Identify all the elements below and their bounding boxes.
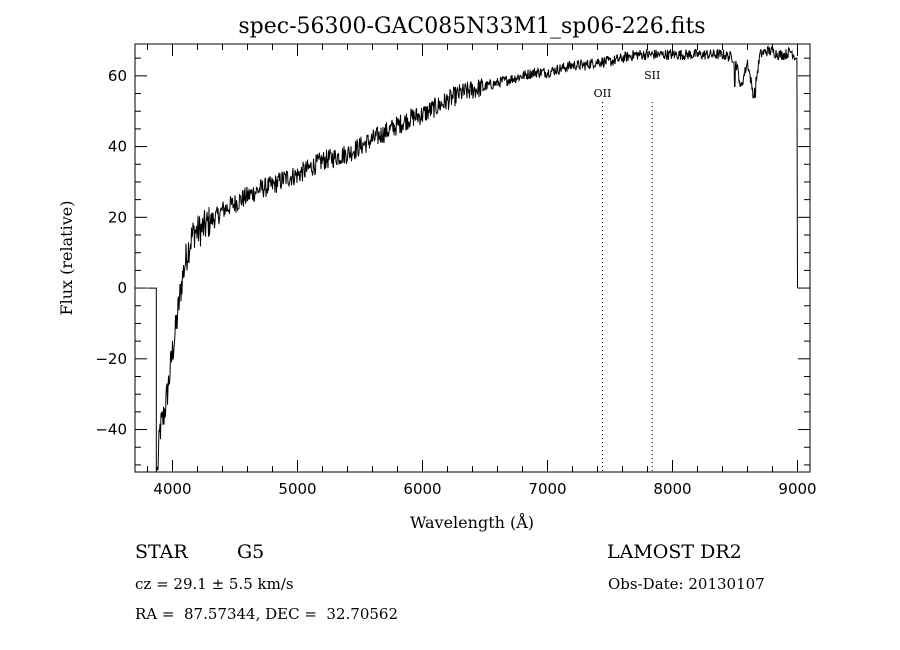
- redshift-velocity: cz = 29.1 ± 5.5 km/s: [135, 575, 294, 593]
- y-tick-label: 20: [108, 208, 127, 226]
- sky-coordinates: RA = 87.57344, DEC = 32.70562: [135, 605, 399, 623]
- y-axis-label: Flux (relative): [57, 201, 76, 316]
- plot-axes: 4000 5000 6000 7000 8000 9000 −40 −20 0 20 40 60: [95, 44, 817, 498]
- survey-name: LAMOST DR2: [607, 541, 742, 563]
- x-tick-label: 9000: [778, 480, 816, 498]
- plot-frame: [134, 43, 811, 473]
- y-tick-label: −40: [95, 421, 127, 439]
- y-tick-label: 40: [108, 138, 127, 156]
- y-tick-label: 60: [108, 67, 127, 85]
- x-tick-label: 4000: [153, 480, 191, 498]
- observation-date: Obs-Date: 20130107: [608, 575, 765, 593]
- object-class: STAR: [135, 541, 188, 563]
- line-annotations: OII SII: [594, 69, 660, 472]
- line-marker-label: OII: [594, 87, 612, 100]
- y-tick-label: 0: [117, 279, 127, 297]
- x-tick-label: 8000: [653, 480, 691, 498]
- x-tick-label: 6000: [403, 480, 441, 498]
- spectrum-line: [147, 45, 798, 473]
- y-tick-label: −20: [95, 350, 127, 368]
- chart-title: spec-56300-GAC085N33M1_sp06-226.fits: [238, 14, 705, 39]
- spectral-subclass: G5: [237, 541, 265, 563]
- x-tick-label: 5000: [278, 480, 316, 498]
- x-axis-label: Wavelength (Å): [410, 512, 534, 532]
- line-marker-label: SII: [644, 69, 660, 82]
- x-tick-label: 7000: [528, 480, 566, 498]
